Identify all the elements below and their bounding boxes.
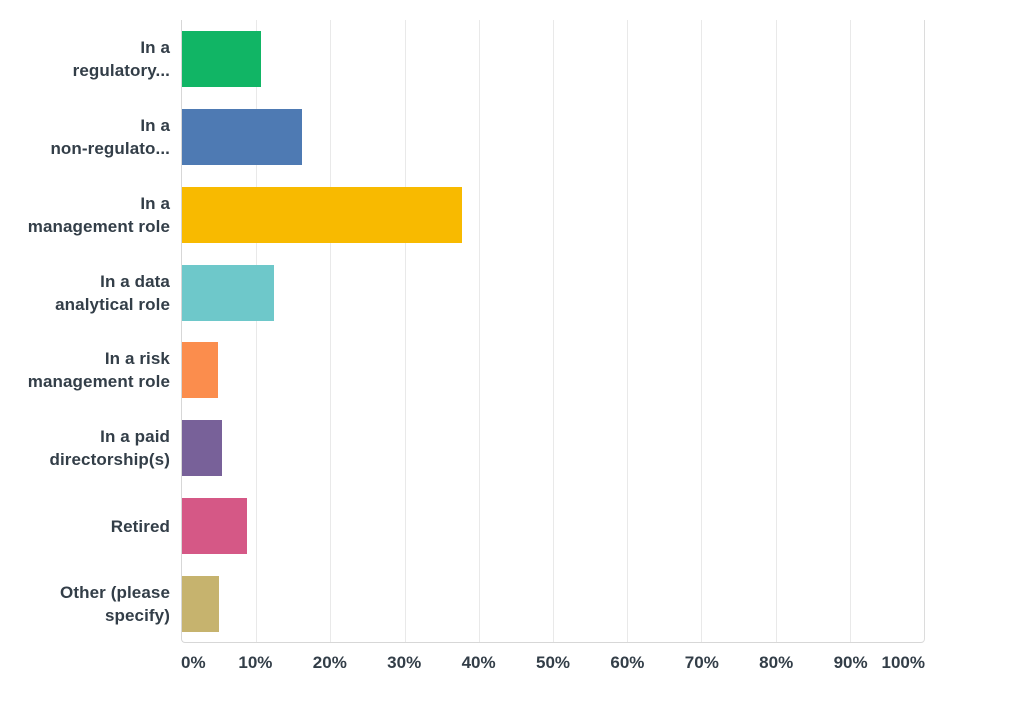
gridline-10% xyxy=(256,20,258,642)
x-tick-label-100%: 100% xyxy=(881,653,925,672)
gridline-80% xyxy=(775,20,777,642)
gridline-30% xyxy=(404,20,406,642)
gridline-90% xyxy=(849,20,851,642)
bar-row xyxy=(182,254,924,332)
bar-retired xyxy=(182,498,247,555)
x-tick-label-40%: 40% xyxy=(461,653,496,672)
category-label-line: In a paid xyxy=(100,427,170,447)
category-label-line: management role xyxy=(27,372,170,392)
x-tick-label-10%: 10% xyxy=(238,653,273,672)
x-tick-label-60%: 60% xyxy=(610,653,645,672)
bar-other-please-specify xyxy=(182,576,220,633)
bar-in-a-data-analytical-role xyxy=(182,264,274,321)
plot-area xyxy=(181,20,925,643)
gridline-70% xyxy=(701,20,703,642)
category-label: In a risk management role xyxy=(0,332,170,410)
category-label-line: In a xyxy=(140,193,170,213)
bar-in-a-risk-management-role xyxy=(182,342,218,399)
category-label-line: specify) xyxy=(104,606,170,626)
bar-row xyxy=(182,98,924,176)
category-label: In a non-regulato... xyxy=(0,98,170,176)
category-label-line: In a risk xyxy=(104,349,170,369)
category-label: In a management role xyxy=(0,176,170,254)
category-label-line: directorship(s) xyxy=(49,450,170,470)
x-tick-label-80%: 80% xyxy=(759,653,794,672)
bar-row xyxy=(182,332,924,410)
category-label-line: In a xyxy=(140,115,170,135)
category-label-line: In a xyxy=(140,37,170,57)
category-label-line: In a data xyxy=(100,271,170,291)
x-tick-label-50%: 50% xyxy=(535,653,571,672)
category-label-line: analytical role xyxy=(55,294,170,314)
category-label-line: Other (please xyxy=(60,583,170,603)
bar-row xyxy=(182,565,924,643)
bar-row xyxy=(182,487,924,565)
category-label: In a data analytical role xyxy=(0,254,170,332)
x-tick-label-70%: 70% xyxy=(684,653,719,672)
x-tick-label-20%: 20% xyxy=(312,653,347,672)
gridline-20% xyxy=(330,20,332,642)
category-label-line: Retired xyxy=(110,516,170,536)
category-label: Retired xyxy=(0,487,170,565)
x-tick-label-30%: 30% xyxy=(387,653,422,672)
category-label: In a paid directorship(s) xyxy=(0,409,170,487)
gridline-40% xyxy=(478,20,480,642)
category-label-line: management role xyxy=(27,216,170,236)
gridline-50% xyxy=(553,20,554,642)
category-label: In a regulatory... xyxy=(0,20,170,98)
x-tick-label-0%: 0% xyxy=(181,653,206,672)
category-label-line: non-regulato... xyxy=(50,138,170,158)
bar-in-a-non-regulato xyxy=(182,108,303,165)
bar-row xyxy=(182,20,924,98)
bar-in-a-paid-directorship-s xyxy=(182,420,223,477)
category-label-line: regulatory... xyxy=(72,60,170,80)
bar-row xyxy=(182,409,924,487)
bar-in-a-regulatory xyxy=(182,30,261,87)
x-tick-label-90%: 90% xyxy=(833,653,868,672)
bar-in-a-management-role xyxy=(182,186,462,243)
bar-row xyxy=(182,176,924,254)
category-label: Other (please specify) xyxy=(0,565,170,643)
gridline-60% xyxy=(627,20,629,642)
